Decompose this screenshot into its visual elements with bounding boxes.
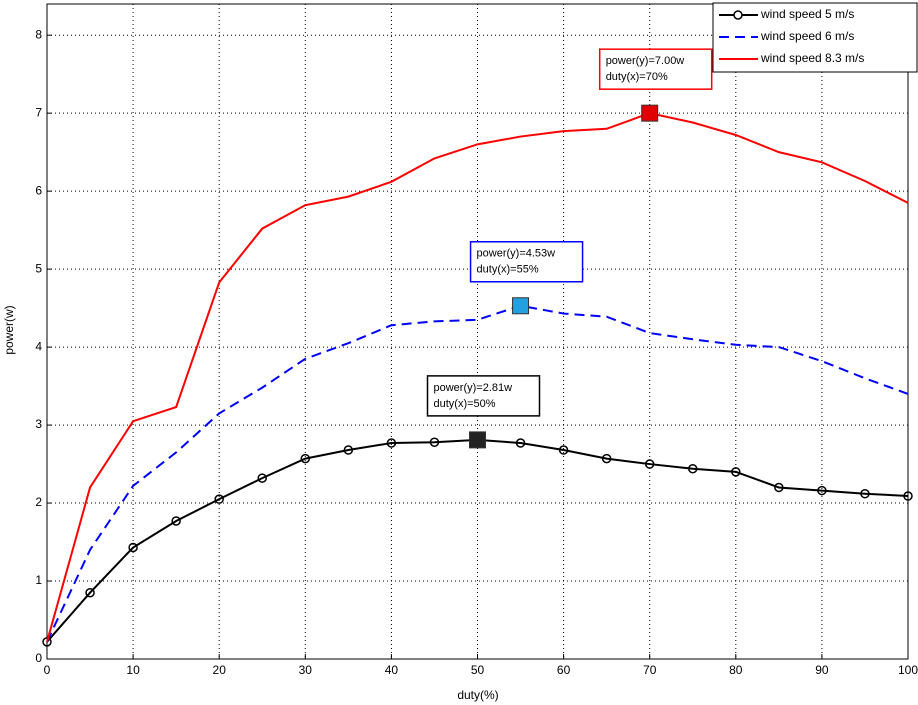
point-marker — [214, 494, 224, 504]
x-tick-label: 30 — [299, 663, 313, 677]
point-marker — [644, 459, 655, 469]
point-marker — [386, 438, 397, 448]
legend-label: wind speed 6 m/s — [760, 29, 854, 43]
annotation-text: duty(x)=55% — [477, 264, 539, 276]
point-marker — [429, 437, 440, 447]
point-marker — [688, 463, 698, 474]
y-tick-label: 2 — [35, 495, 42, 509]
point-marker — [903, 491, 913, 501]
plot-area — [47, 4, 908, 659]
x-tick-label: 100 — [898, 663, 918, 677]
series-line — [46, 304, 909, 643]
point-marker — [860, 488, 870, 499]
point-marker — [558, 445, 569, 455]
y-tick-label: 4 — [35, 339, 42, 353]
point-marker — [85, 587, 95, 598]
x-tick-label: 40 — [385, 663, 399, 677]
point-marker — [515, 438, 526, 448]
point-marker — [171, 516, 181, 526]
x-tick-label: 80 — [729, 663, 743, 677]
y-tick-label: 1 — [35, 573, 42, 587]
point-marker — [731, 467, 741, 477]
point-marker — [601, 453, 612, 464]
annotation-text: power(y)=4.53w — [477, 248, 556, 260]
x-tick-label: 70 — [643, 663, 657, 677]
x-tick-label: 50 — [471, 663, 485, 677]
point-marker — [42, 637, 52, 647]
x-tick-label: 10 — [126, 663, 140, 677]
annotation-text: duty(x)=50% — [434, 398, 496, 410]
annotation-box — [598, 48, 713, 90]
point-marker — [128, 542, 138, 553]
annotation-text: duty(x)=70% — [606, 71, 668, 83]
peak-marker — [469, 431, 486, 449]
legend-label: wind speed 5 m/s — [760, 7, 854, 21]
peak-marker — [641, 104, 659, 122]
point-marker — [343, 445, 354, 455]
annotation-text: power(y)=2.81w — [434, 382, 513, 394]
point-marker — [774, 482, 784, 493]
annotation-box — [469, 241, 584, 283]
x-tick-label: 0 — [44, 663, 51, 677]
point-marker — [300, 453, 311, 464]
y-tick-label: 8 — [35, 27, 42, 41]
series-line — [46, 112, 909, 643]
y-tick-label: 0 — [35, 651, 42, 665]
y-tick-label: 3 — [35, 417, 42, 431]
point-marker — [817, 485, 827, 496]
x-tick-label: 20 — [213, 663, 227, 677]
peak-marker — [512, 297, 530, 315]
plot-frame — [46, 3, 909, 660]
y-tick-label: 5 — [35, 261, 42, 275]
annotation-text: power(y)=7.00w — [606, 55, 685, 67]
x-tick-label: 60 — [557, 663, 571, 677]
legend-label: wind speed 8.3 m/s — [760, 51, 864, 65]
y-axis-label: power(w) — [2, 305, 16, 354]
legend-marker — [733, 10, 743, 20]
y-tick-label: 6 — [35, 183, 42, 197]
annotation-box — [426, 375, 541, 417]
x-tick-label: 90 — [815, 663, 829, 677]
x-axis-label: duty(%) — [457, 688, 498, 702]
y-tick-label: 7 — [35, 105, 42, 119]
point-marker — [257, 473, 267, 483]
